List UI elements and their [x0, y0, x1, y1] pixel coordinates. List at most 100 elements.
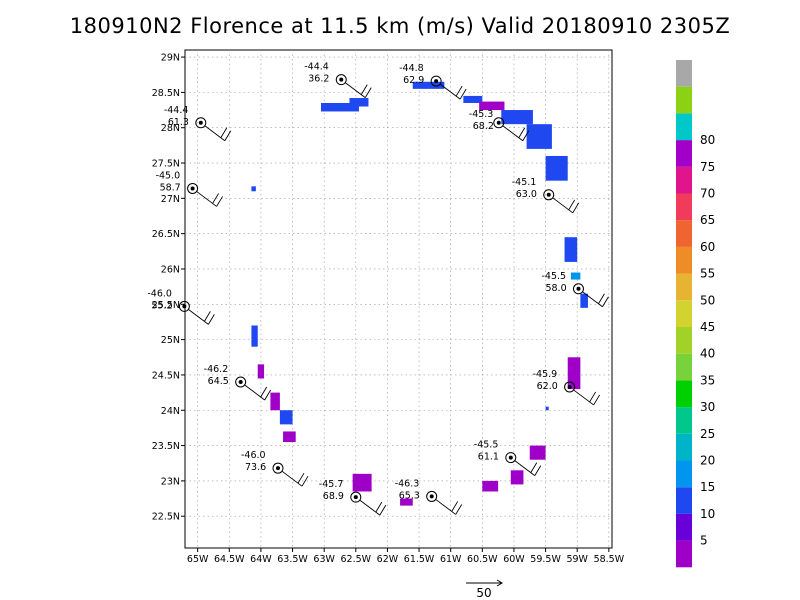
- wind-barb-flag: [375, 501, 383, 513]
- wind-barb-staff: [573, 389, 594, 406]
- wind-patch: [567, 357, 581, 390]
- legend-color-box: [676, 513, 692, 541]
- wind-patch: [564, 237, 578, 262]
- station-dot: [182, 304, 187, 309]
- wind-patch: [545, 155, 568, 181]
- lon-tick-label: 63W: [313, 554, 335, 565]
- legend-level-label: 5: [700, 534, 708, 548]
- wind-patch: [570, 272, 581, 280]
- legend-level-label: 25: [700, 427, 715, 441]
- station-marker: -45.368.2: [469, 109, 530, 142]
- legend-level-label: 15: [700, 480, 715, 494]
- legend-color-box: [676, 220, 692, 247]
- legend-level-label: 65: [700, 213, 715, 227]
- wind-patch: [279, 410, 293, 425]
- legend-level-label: 80: [700, 133, 715, 147]
- lat-tick-label: 29N: [161, 53, 180, 64]
- legend-color-box: [676, 407, 692, 434]
- legend-color-box: [676, 140, 692, 167]
- wind-barb-flag: [203, 311, 211, 322]
- wind-barb-flag: [459, 88, 467, 100]
- wind-barb-flag: [455, 85, 463, 97]
- legend-color-box: [676, 300, 692, 327]
- wind-barb-flag: [207, 314, 215, 325]
- wind-patch: [251, 325, 258, 347]
- wind-patch: [270, 392, 280, 411]
- station-dot: [238, 380, 243, 384]
- lat-tick-label: 28N: [161, 123, 180, 134]
- wind-barb-flag: [212, 193, 219, 204]
- legend-level-label: 30: [700, 400, 715, 414]
- station-dot: [496, 120, 501, 125]
- legend-color-box: [676, 380, 692, 408]
- wind-barb-flag: [224, 130, 232, 141]
- station-ring: [272, 462, 284, 474]
- station-dot: [190, 186, 195, 191]
- station-marker: -44.862.9: [399, 63, 467, 100]
- station-ring: [235, 376, 247, 388]
- lon-tick-label: 65W: [187, 554, 209, 565]
- station-dot: [275, 466, 280, 471]
- station-dot: [567, 384, 572, 389]
- wind-barb-flag: [522, 130, 530, 141]
- observation-stations: -44.436.2-44.862.9-45.368.2-44.461.3-45.…: [147, 62, 609, 516]
- wind-patch: [501, 110, 533, 125]
- station-ring: [350, 491, 362, 503]
- lat-tick-label: 26N: [161, 264, 180, 275]
- station-ring: [178, 300, 190, 312]
- legend-level-label: 75: [700, 160, 715, 174]
- station-temperature: -46.3: [395, 478, 420, 489]
- legend-color-box: [676, 113, 692, 141]
- legend-color-box: [676, 193, 692, 221]
- legend-level-label: 20: [700, 454, 715, 468]
- wind-patch: [529, 445, 546, 460]
- color-legend: 5 10 15 20 25 30 35 40 45 50 55 60 65 70 75 80: [676, 60, 715, 568]
- wind-patch: [545, 406, 549, 411]
- wind-barb-flag: [264, 389, 272, 401]
- lon-tick-label: 64W: [250, 554, 272, 565]
- legend-level-label: 50: [700, 293, 715, 307]
- legend-color-box: [676, 246, 692, 274]
- wind-barb-flag: [360, 84, 368, 95]
- station-speed: 61.3: [168, 117, 189, 128]
- lat-tick-label: 23N: [161, 476, 180, 487]
- station-speed: 36.2: [308, 74, 329, 85]
- station-dot: [339, 77, 344, 82]
- legend-level-label: 40: [700, 347, 715, 361]
- station-speed: 55.2: [151, 300, 172, 311]
- legend-color-box: [676, 460, 692, 488]
- axis-ticks: 65W 64.5W 64W 63.5W 63W 62.5W 62W 61.5W 61W 60.5W…: [152, 53, 625, 565]
- lon-tick-label: 59.5W: [530, 554, 561, 565]
- wind-patch: [526, 124, 552, 149]
- wind-barb-staff: [552, 197, 574, 214]
- station-temperature: -45.5: [541, 271, 566, 282]
- wind-barb-flag: [589, 391, 597, 403]
- station-ring: [426, 490, 438, 502]
- wind-barb-staff: [281, 470, 303, 487]
- wind-barb-flag: [364, 87, 372, 98]
- legend-color-box: [676, 60, 692, 87]
- wind-patch: [251, 186, 256, 192]
- vector-key-label: 50: [476, 586, 491, 600]
- station-ring: [335, 74, 347, 86]
- wind-barb-staff: [244, 384, 265, 401]
- legend-color-box: [676, 353, 692, 381]
- station-speed: 64.5: [208, 376, 229, 387]
- wind-patches: [251, 81, 588, 506]
- station-dot: [546, 192, 551, 197]
- lon-tick-label: 60.5W: [467, 554, 498, 565]
- wind-barb-staff: [204, 125, 226, 142]
- station-ring: [430, 75, 442, 87]
- station-marker: -46.073.6: [241, 450, 309, 487]
- lon-tick-label: 62W: [377, 554, 399, 565]
- wind-barb-flag: [598, 293, 605, 304]
- station-marker: -45.058.7: [156, 170, 223, 207]
- station-speed: 68.2: [473, 121, 494, 132]
- lat-tick-label: 25N: [161, 335, 180, 346]
- wind-barb-flag: [572, 202, 580, 214]
- station-speed: 62.0: [537, 381, 558, 392]
- station-marker: -46.365.3: [395, 478, 463, 515]
- station-marker: -45.962.0: [533, 369, 601, 406]
- station-ring: [564, 381, 576, 393]
- station-marker: -44.461.3: [164, 105, 232, 142]
